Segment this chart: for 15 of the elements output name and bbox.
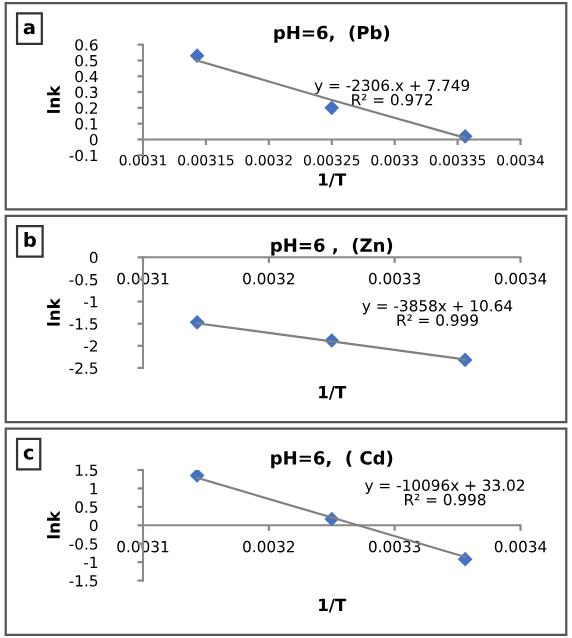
chart-title: pH=6, (Pb)	[274, 25, 390, 43]
y-axis-title: lnk	[47, 85, 60, 113]
x-axis-title: 1/T	[319, 173, 347, 188]
y-axis-title: lnk	[47, 297, 60, 326]
text: c	[23, 448, 34, 460]
point	[189, 48, 205, 64]
y-axis-title: lnk	[47, 510, 60, 539]
point	[457, 551, 473, 567]
text: a	[23, 23, 35, 35]
x-axis-title: 1/T	[319, 386, 347, 400]
text: b	[24, 231, 36, 248]
chart-title: pH=6 , (Zn)	[271, 238, 393, 256]
chart-title: pH=6, ( Cd)	[271, 450, 393, 469]
x-axis-title: 1/T	[319, 598, 347, 613]
point	[324, 100, 340, 116]
